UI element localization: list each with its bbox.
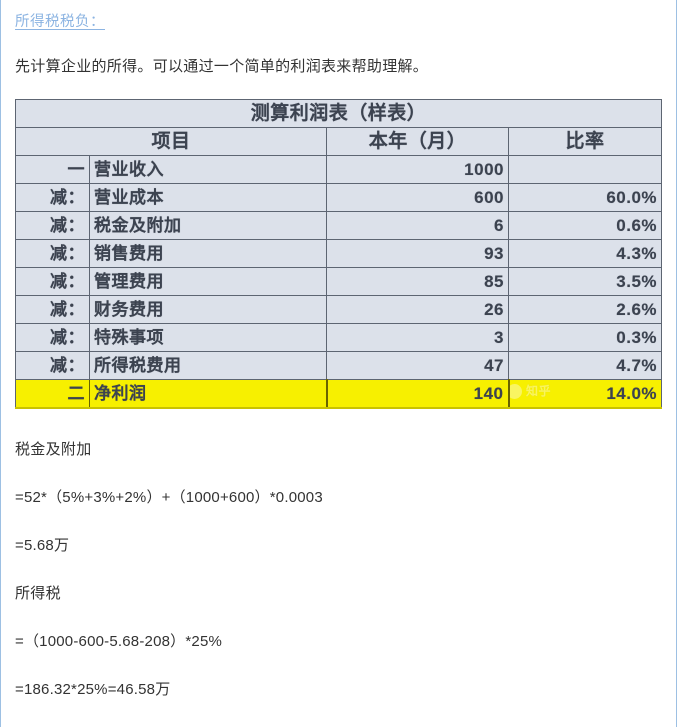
table-title-row: 测算利润表（样表）	[14, 99, 663, 128]
row-amount: 85	[326, 267, 509, 296]
row-prefix: 减：	[15, 351, 90, 380]
table-row: 减： 营业成本 600 60.0%	[15, 183, 663, 212]
row-prefix: 二	[15, 379, 90, 409]
row-prefix: 减：	[15, 211, 90, 240]
watermark-logo-icon	[510, 383, 523, 399]
row-item: 财务费用	[89, 295, 327, 324]
table-row: 减： 特殊事项 3 0.3%	[15, 323, 663, 352]
table-row: 减： 销售费用 93 4.3%	[15, 239, 663, 268]
row-prefix: 减：	[15, 183, 90, 212]
calc-label-income-tax: 所得税	[15, 585, 61, 602]
table-row-net-profit: 二 净利润 140 知乎 14.0%	[15, 379, 663, 409]
calc-line-income-tax-2: =186.32*25%=46.58万	[15, 681, 171, 698]
row-prefix: 一	[15, 155, 90, 184]
table-row: 减： 管理费用 85 3.5%	[15, 267, 663, 296]
row-prefix: 减：	[15, 323, 90, 352]
row-ratio: 3.5%	[507, 267, 663, 296]
row-amount: 47	[326, 351, 509, 380]
row-ratio-cell: 知乎 14.0%	[507, 379, 663, 409]
spacer	[15, 409, 662, 439]
calc-label-tax-surcharge: 税金及附加	[15, 441, 92, 458]
row-ratio: 4.7%	[507, 351, 663, 380]
row-amount: 600	[326, 183, 509, 212]
row-prefix: 减：	[15, 267, 90, 296]
table-row: 减： 税金及附加 6 0.6%	[15, 211, 663, 240]
calculation-block-tax-surcharge: 税金及附加 =52*（5%+3%+2%）+（1000+600）*0.0003 =…	[15, 409, 662, 557]
row-item: 销售费用	[89, 239, 327, 268]
spacer	[15, 509, 662, 535]
row-ratio: 14.0%	[606, 384, 658, 403]
column-header-ratio: 比率	[507, 127, 663, 156]
row-item: 税金及附加	[89, 211, 327, 240]
row-amount: 93	[326, 239, 509, 268]
row-ratio: 4.3%	[507, 239, 663, 268]
row-ratio: 0.3%	[507, 323, 663, 352]
row-ratio-wrapper: 知乎 14.0%	[510, 380, 658, 406]
row-ratio: 60.0%	[507, 183, 663, 212]
row-prefix: 减：	[15, 239, 90, 268]
row-amount: 6	[326, 211, 509, 240]
calc-line-income-tax-1: =（1000-600-5.68-208）*25%	[15, 633, 223, 650]
row-item: 净利润	[89, 379, 327, 409]
table-row: 减： 财务费用 26 2.6%	[15, 295, 663, 324]
profit-table-body: 测算利润表（样表） 项目 本年（月） 比率 一 营业收入 1000 减： 营业成…	[14, 99, 663, 409]
row-amount: 140	[325, 379, 509, 409]
spacer	[15, 557, 662, 583]
column-header-amount: 本年（月）	[326, 127, 509, 156]
row-item: 管理费用	[89, 267, 327, 296]
table-row: 减： 所得税费用 47 4.7%	[15, 351, 663, 380]
profit-table-container: 测算利润表（样表） 项目 本年（月） 比率 一 营业收入 1000 减： 营业成…	[14, 99, 663, 409]
calc-line-tax-surcharge-2: =5.68万	[15, 537, 70, 554]
table-header-row: 项目 本年（月） 比率	[15, 127, 663, 156]
row-ratio: 2.6%	[507, 295, 663, 324]
table-row: 一 营业收入 1000	[15, 155, 663, 184]
row-prefix: 减：	[15, 295, 90, 324]
spacer	[15, 653, 662, 679]
calculation-block-income-tax: 所得税 =（1000-600-5.68-208）*25% =186.32*25%…	[15, 557, 662, 701]
row-amount: 3	[326, 323, 509, 352]
row-item: 营业成本	[89, 183, 327, 212]
section-heading-link[interactable]: 所得税税负：	[15, 14, 105, 30]
spacer	[15, 461, 662, 487]
row-ratio	[507, 155, 663, 184]
profit-table: 测算利润表（样表） 项目 本年（月） 比率 一 营业收入 1000 减： 营业成…	[14, 99, 663, 409]
spacer	[15, 605, 662, 631]
calc-line-tax-surcharge-1: =52*（5%+3%+2%）+（1000+600）*0.0003	[15, 489, 323, 506]
watermark-text: 知乎	[526, 383, 552, 398]
row-amount: 1000	[326, 155, 509, 184]
row-ratio: 0.6%	[507, 211, 663, 240]
row-item: 营业收入	[89, 155, 327, 184]
row-item: 所得税费用	[89, 351, 327, 380]
column-header-item: 项目	[15, 127, 327, 156]
table-title: 测算利润表（样表）	[14, 99, 663, 128]
row-amount: 26	[326, 295, 509, 324]
intro-paragraph: 先计算企业的所得。可以通过一个简单的利润表来帮助理解。	[15, 58, 429, 75]
row-item: 特殊事项	[89, 323, 327, 352]
